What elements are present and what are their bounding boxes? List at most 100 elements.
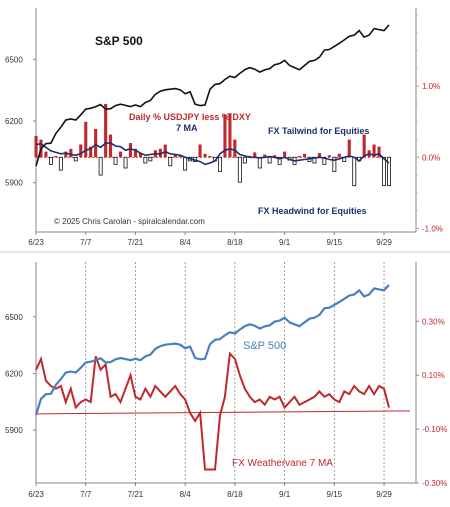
top-left-tick-label: 6200 [5, 117, 23, 126]
bottom-right-tick-label: -0.30% [422, 479, 447, 488]
daily-diff-bar-positive [119, 151, 123, 158]
daily-diff-bar-negative [217, 156, 222, 172]
sp500-label-bottom: S&P 500 [243, 340, 286, 352]
bottom-x-tick-label: 7/7 [80, 490, 92, 499]
indicator-label-line1: Daily % USDJPY less % DXY [129, 112, 251, 122]
top-x-tick-label: 9/1 [279, 238, 291, 247]
ma7-line [35, 142, 390, 166]
indicator-label-line2: 7 MA [176, 123, 198, 133]
bottom-left-tick-label: 5900 [5, 426, 23, 435]
daily-diff-bar-positive [377, 146, 381, 158]
top-x-tick-labels: 6/23 7/7 7/21 8/4 8/18 9/1 9/15 9/29 [28, 232, 392, 247]
daily-diff-bar-positive [178, 155, 182, 158]
weathervane-label: FX Weathervane 7 MA [232, 458, 333, 469]
daily-diff-bar-negative [73, 156, 78, 162]
daily-diff-bar-positive [133, 148, 137, 158]
top-right-tick-labels: 1.0% 0.0% -1.0% [416, 14, 443, 233]
daily-diff-bar-positive [54, 155, 58, 158]
daily-diff-bar-positive [298, 155, 302, 158]
daily-diff-bar-positive [317, 153, 321, 158]
daily-diff-bar-positive [104, 104, 108, 158]
top-x-tick-label: 9/15 [327, 238, 343, 247]
daily-diff-bar-negative [98, 156, 103, 176]
daily-diff-bar-negative [237, 156, 242, 183]
daily-diff-bar-positive [79, 144, 83, 158]
top-x-tick-label: 8/4 [180, 238, 192, 247]
daily-diff-bar-negative [387, 156, 391, 187]
bottom-right-tick-labels: 0.30% 0.10% -0.10% -0.30% [416, 317, 447, 488]
bottom-x-tick-label: 7/21 [128, 490, 144, 499]
daily-diff-bar-positive [362, 134, 366, 158]
top-left-tick-label: 6500 [5, 55, 23, 64]
copyright-label: © 2025 Chris Carolan - spiralcalendar.co… [54, 217, 205, 226]
daily-diff-bar-positive [208, 155, 212, 158]
top-right-tick-label: 0.0% [422, 153, 440, 162]
daily-diff-bar-positive [128, 143, 132, 158]
bottom-left-tick-label: 6200 [5, 369, 23, 378]
daily-diff-bar-positive [138, 153, 142, 158]
daily-diff-bar-negative [123, 156, 128, 169]
daily-diff-bar-negative [242, 156, 247, 164]
daily-diff-bar-negative [148, 156, 153, 162]
daily-diff-bar-positive [34, 136, 38, 158]
daily-diff-bar-negative [267, 156, 272, 164]
bottom-left-tick-labels: 5900 6200 6500 [5, 313, 36, 435]
daily-diff-bar-negative [277, 156, 282, 165]
daily-diff-bar-positive [273, 155, 277, 158]
daily-diff-bar-positive [283, 151, 287, 158]
daily-diff-bar-positive [337, 153, 341, 158]
sp500-line-bottom [34, 284, 390, 416]
daily-diff-bar-positive [223, 114, 227, 158]
bottom-x-tick-label: 8/18 [227, 490, 243, 499]
daily-diff-bar-positive [347, 139, 351, 158]
bottom-left-tick-label: 6500 [5, 313, 23, 322]
daily-diff-bar-negative [58, 156, 63, 171]
top-x-tick-label: 6/23 [28, 238, 44, 247]
daily-diff-bar-positive [263, 154, 267, 158]
bottom-right-tick-label: 0.10% [422, 371, 445, 380]
daily-diff-bar-negative [113, 156, 118, 165]
daily-diff-bar-positive [372, 144, 376, 158]
daily-diff-bar-negative [352, 156, 357, 187]
daily-diff-bar-positive [203, 153, 207, 158]
daily-diff-bar-negative [257, 156, 262, 169]
daily-diff-bar-negative [49, 156, 53, 165]
daily-diff-bar-positive [84, 121, 88, 158]
daily-diff-bar-positive [228, 113, 232, 158]
top-x-tick-label: 8/18 [227, 238, 243, 247]
top-x-tick-label: 7/7 [80, 238, 92, 247]
top-x-tick-label: 7/21 [128, 238, 144, 247]
bottom-x-tick-labels: 6/23 7/7 7/21 8/4 8/18 9/1 9/15 9/29 [28, 483, 392, 499]
daily-diff-bar-negative [382, 156, 386, 187]
bottom-x-tick-label: 9/15 [327, 490, 343, 499]
daily-diff-bar-negative [183, 156, 188, 171]
sp500-line-top [35, 24, 390, 167]
headwind-label: FX Headwind for Equities [258, 206, 367, 216]
sp500-label-top: S&P 500 [95, 34, 143, 48]
top-left-tick-label: 5900 [5, 179, 23, 188]
bottom-x-tick-label: 8/4 [180, 490, 192, 499]
daily-diff-bar-positive [69, 148, 73, 158]
daily-diff-bar-positive [94, 128, 98, 158]
weathervane-baseline [35, 410, 411, 415]
daily-diff-bar-negative [143, 156, 148, 164]
daily-diff-bar-negative [168, 156, 173, 167]
daily-diff-bar-positive [327, 155, 331, 158]
bottom-right-tick-label: -0.10% [422, 425, 447, 434]
top-right-tick-label: -1.0% [422, 224, 443, 233]
daily-diff-bar-positive [198, 144, 202, 158]
bottom-vertical-gridlines [85, 262, 385, 483]
bottom-right-tick-label: 0.30% [422, 317, 445, 326]
bottom-x-tick-label: 6/23 [28, 490, 44, 499]
daily-diff-bar-negative [332, 156, 337, 172]
top-panel: 5900 6200 6500 1.0% 0.0% -1.0% 6/23 7/7 7/21 8/… [5, 8, 443, 247]
daily-diff-bar-positive [64, 151, 68, 158]
tailwind-label: FX Tailwind for Equities [268, 126, 369, 136]
weathervane-line [35, 351, 390, 471]
daily-diff-bar-positive [44, 151, 48, 158]
top-left-tick-labels: 5900 6200 6500 [5, 55, 36, 188]
top-right-tick-label: 1.0% [422, 82, 440, 91]
bottom-panel: 5900 6200 6500 0.30% 0.10% -0.10% -0.30% 6/23… [5, 262, 447, 499]
bottom-x-tick-label: 9/29 [376, 490, 392, 499]
